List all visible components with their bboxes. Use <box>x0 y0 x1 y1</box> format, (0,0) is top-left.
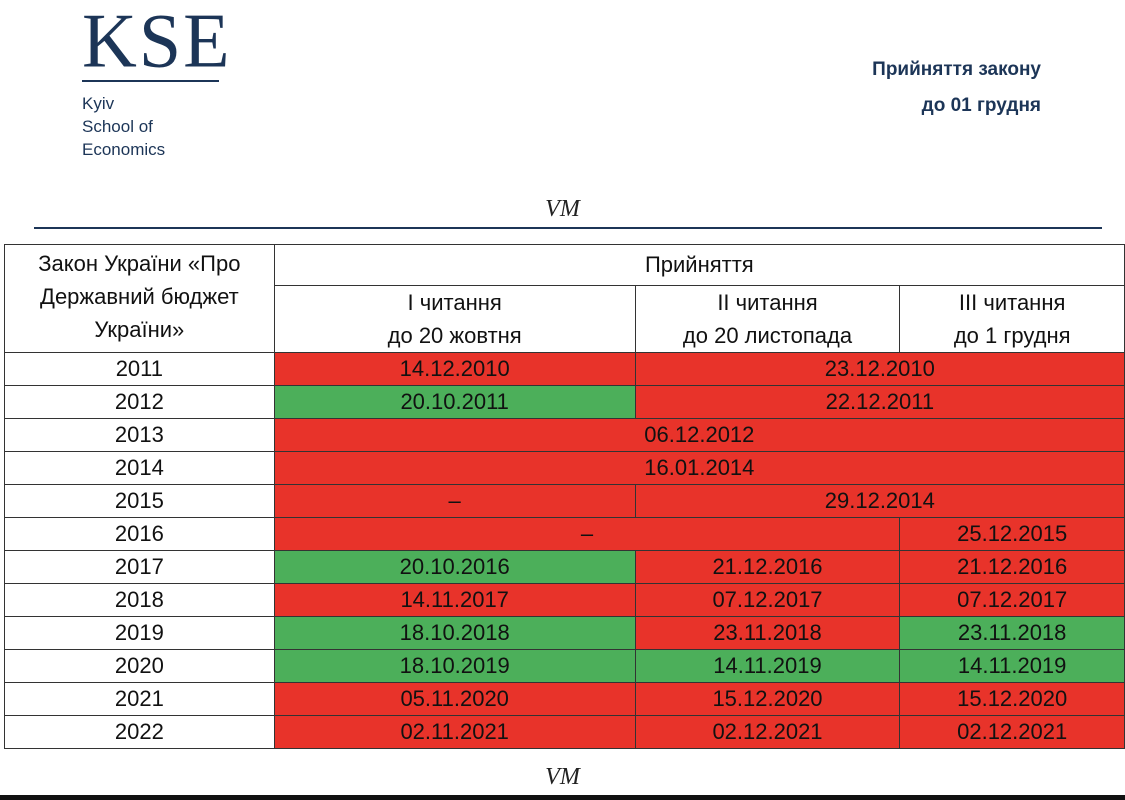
reading-deadline: до 1 грудня <box>953 323 1071 348</box>
date-cell: – <box>273 517 901 551</box>
table-row: 2020 18.10.2019 14.11.2019 14.11.2019 <box>4 649 1125 683</box>
year-cell: 2016 <box>4 517 275 551</box>
year-cell: 2012 <box>4 385 275 419</box>
logo-subtitle-line: Kyiv <box>82 94 115 113</box>
reading-deadline: до 20 жовтня <box>387 323 522 348</box>
year-cell: 2014 <box>4 451 275 485</box>
reading-name: ІІІ читання <box>958 290 1066 315</box>
date-cell: 14.12.2010 <box>273 352 636 386</box>
date-cell: 02.12.2021 <box>899 715 1125 749</box>
date-cell: 05.11.2020 <box>273 682 636 716</box>
year-cell: 2018 <box>4 583 275 617</box>
page-heading-line1: Прийняття закону <box>872 59 1041 80</box>
date-cell: 02.12.2021 <box>634 715 901 749</box>
date-cell: 14.11.2019 <box>634 649 901 683</box>
date-cell: 16.01.2014 <box>273 451 1125 485</box>
table-row: 2011 14.12.2010 23.12.2010 <box>4 352 1125 386</box>
year-cell: 2015 <box>4 484 275 518</box>
year-cell: 2011 <box>4 352 275 386</box>
year-cell: 2013 <box>4 418 275 452</box>
table-body: 2011 14.12.2010 23.12.2010 2012 20.10.2011 22… <box>4 352 1125 749</box>
kse-logo: KSE Kyiv School of Economics <box>82 0 232 161</box>
date-cell: 06.12.2012 <box>273 418 1125 452</box>
reading-name: І читання <box>407 290 502 315</box>
reading-header-3: ІІІ читання до 1 грудня <box>899 285 1125 353</box>
date-cell: 15.12.2020 <box>634 682 901 716</box>
date-cell: 20.10.2016 <box>273 550 636 584</box>
logo-mark: KSE <box>82 0 232 84</box>
date-cell: 22.12.2011 <box>634 385 1125 419</box>
table-row: 2013 06.12.2012 <box>4 418 1125 452</box>
date-cell: 23.12.2010 <box>634 352 1125 386</box>
table-row: 2022 02.11.2021 02.12.2021 02.12.2021 <box>4 715 1125 749</box>
reading-header-2: ІІ читання до 20 листопада <box>634 285 901 353</box>
date-cell: 18.10.2019 <box>273 649 636 683</box>
date-cell: 15.12.2020 <box>899 682 1125 716</box>
date-cell: 20.10.2011 <box>273 385 636 419</box>
date-cell: 23.11.2018 <box>899 616 1125 650</box>
date-cell: 23.11.2018 <box>634 616 901 650</box>
reading-name: ІІ читання <box>717 290 818 315</box>
year-cell: 2019 <box>4 616 275 650</box>
reading-deadline: до 20 листопада <box>682 323 853 348</box>
table-row: 2017 20.10.2016 21.12.2016 21.12.2016 <box>4 550 1125 584</box>
page-heading-line2: до 01 грудня <box>921 95 1041 116</box>
date-cell: 07.12.2017 <box>634 583 901 617</box>
reading-header-1: І читання до 20 жовтня <box>273 285 636 353</box>
year-cell: 2021 <box>4 682 275 716</box>
logo-subtitle-line: School of <box>82 117 153 136</box>
logo-divider <box>82 80 219 82</box>
date-cell: 02.11.2021 <box>273 715 636 749</box>
adoption-header: Прийняття <box>273 244 1125 286</box>
table-row: 2021 05.11.2020 15.12.2020 15.12.2020 <box>4 682 1125 716</box>
date-cell: 18.10.2018 <box>273 616 636 650</box>
date-cell: 14.11.2017 <box>273 583 636 617</box>
table-row: 2015–29.12.2014 <box>4 484 1125 518</box>
date-cell: 14.11.2019 <box>899 649 1125 683</box>
table-row: 2018 14.11.2017 07.12.2017 07.12.2017 <box>4 583 1125 617</box>
date-cell: 21.12.2016 <box>899 550 1125 584</box>
header-divider <box>34 227 1102 229</box>
year-cell: 2017 <box>4 550 275 584</box>
date-cell: 21.12.2016 <box>634 550 901 584</box>
date-cell: 29.12.2014 <box>634 484 1125 518</box>
year-cell: 2022 <box>4 715 275 749</box>
date-cell: 25.12.2015 <box>899 517 1125 551</box>
page-heading: Прийняття закону до 01 грудня <box>872 52 1041 124</box>
date-cell: 07.12.2017 <box>899 583 1125 617</box>
year-cell: 2020 <box>4 649 275 683</box>
table-row: 2012 20.10.2011 22.12.2011 <box>4 385 1125 419</box>
watermark-top: VM <box>545 196 580 222</box>
logo-subtitle-line: Economics <box>82 140 166 159</box>
logo-subtitle: Kyiv School of Economics <box>82 92 232 161</box>
bottom-bar <box>0 795 1125 800</box>
table-row: 2014 16.01.2014 <box>4 451 1125 485</box>
watermark-bottom: VM <box>545 764 580 790</box>
table-row: 2016–25.12.2015 <box>4 517 1125 551</box>
date-cell: – <box>273 484 636 518</box>
budget-adoption-table: Закон України «Про Державний бюджет Укра… <box>4 244 1125 749</box>
law-column-header: Закон України «Про Державний бюджет Укра… <box>4 244 275 353</box>
table-row: 2019 18.10.2018 23.11.2018 23.11.2018 <box>4 616 1125 650</box>
